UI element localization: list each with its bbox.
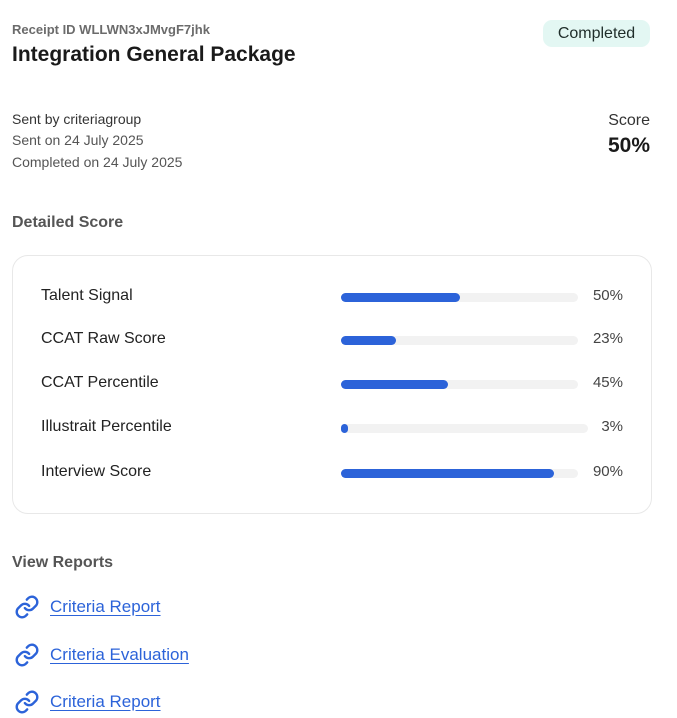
score-row-illustrait-percentile: Illustrait Percentile 3% [13,416,653,440]
progress-track [341,336,578,345]
score-row-label: CCAT Raw Score [41,330,166,347]
report-link-criteria-evaluation[interactable]: Criteria Evaluation [14,642,189,668]
sent-on-text: Sent on 24 July 2025 [12,132,144,148]
score-label: Score [608,112,650,129]
report-link-label[interactable]: Criteria Evaluation [50,645,189,664]
score-row-percent: 90% [592,463,623,480]
score-row-label: Interview Score [41,463,152,480]
progress-fill [341,336,396,345]
link-icon [14,689,40,715]
score-row-talent-signal: Talent Signal 50% [13,285,653,309]
link-icon [14,594,40,620]
progress-track [341,424,588,433]
score-row-percent: 45% [592,374,623,391]
score-row-label: CCAT Percentile [41,374,159,391]
report-link-label[interactable]: Criteria Report [50,597,161,616]
link-icon [14,642,40,668]
completed-on-text: Completed on 24 July 2025 [12,154,183,170]
progress-track [341,469,578,478]
score-row-label: Talent Signal [41,287,133,304]
status-badge: Completed [543,20,650,47]
report-link-criteria-report[interactable]: Criteria Report [14,594,161,620]
score-row-interview-score: Interview Score 90% [13,461,653,485]
score-row-percent: 23% [592,330,623,347]
view-reports-heading: View Reports [12,554,114,571]
progress-fill [341,469,555,478]
score-row-label: Illustrait Percentile [41,418,172,435]
score-row-percent: 3% [601,418,623,435]
sent-by-text: Sent by criteriagroup [12,111,142,127]
progress-track [341,293,578,302]
score-row-ccat-percentile: CCAT Percentile 45% [13,372,653,396]
report-link-label[interactable]: Criteria Report [50,692,161,711]
progress-fill [341,424,349,433]
detailed-score-card: Talent Signal 50% CCAT Raw Score 23% CCA… [12,255,652,514]
page-title: Integration General Package [12,43,296,66]
score-row-percent: 50% [592,287,623,304]
progress-track [341,380,578,389]
score-value: 50% [607,134,650,157]
receipt-id: Receipt ID WLLWN3xJMvgF7jhk [12,22,210,37]
report-link-criteria-report-2[interactable]: Criteria Report [14,689,161,715]
progress-fill [341,293,460,302]
score-row-ccat-raw-score: CCAT Raw Score 23% [13,328,653,352]
progress-fill [341,380,448,389]
detailed-score-heading: Detailed Score [12,214,124,231]
